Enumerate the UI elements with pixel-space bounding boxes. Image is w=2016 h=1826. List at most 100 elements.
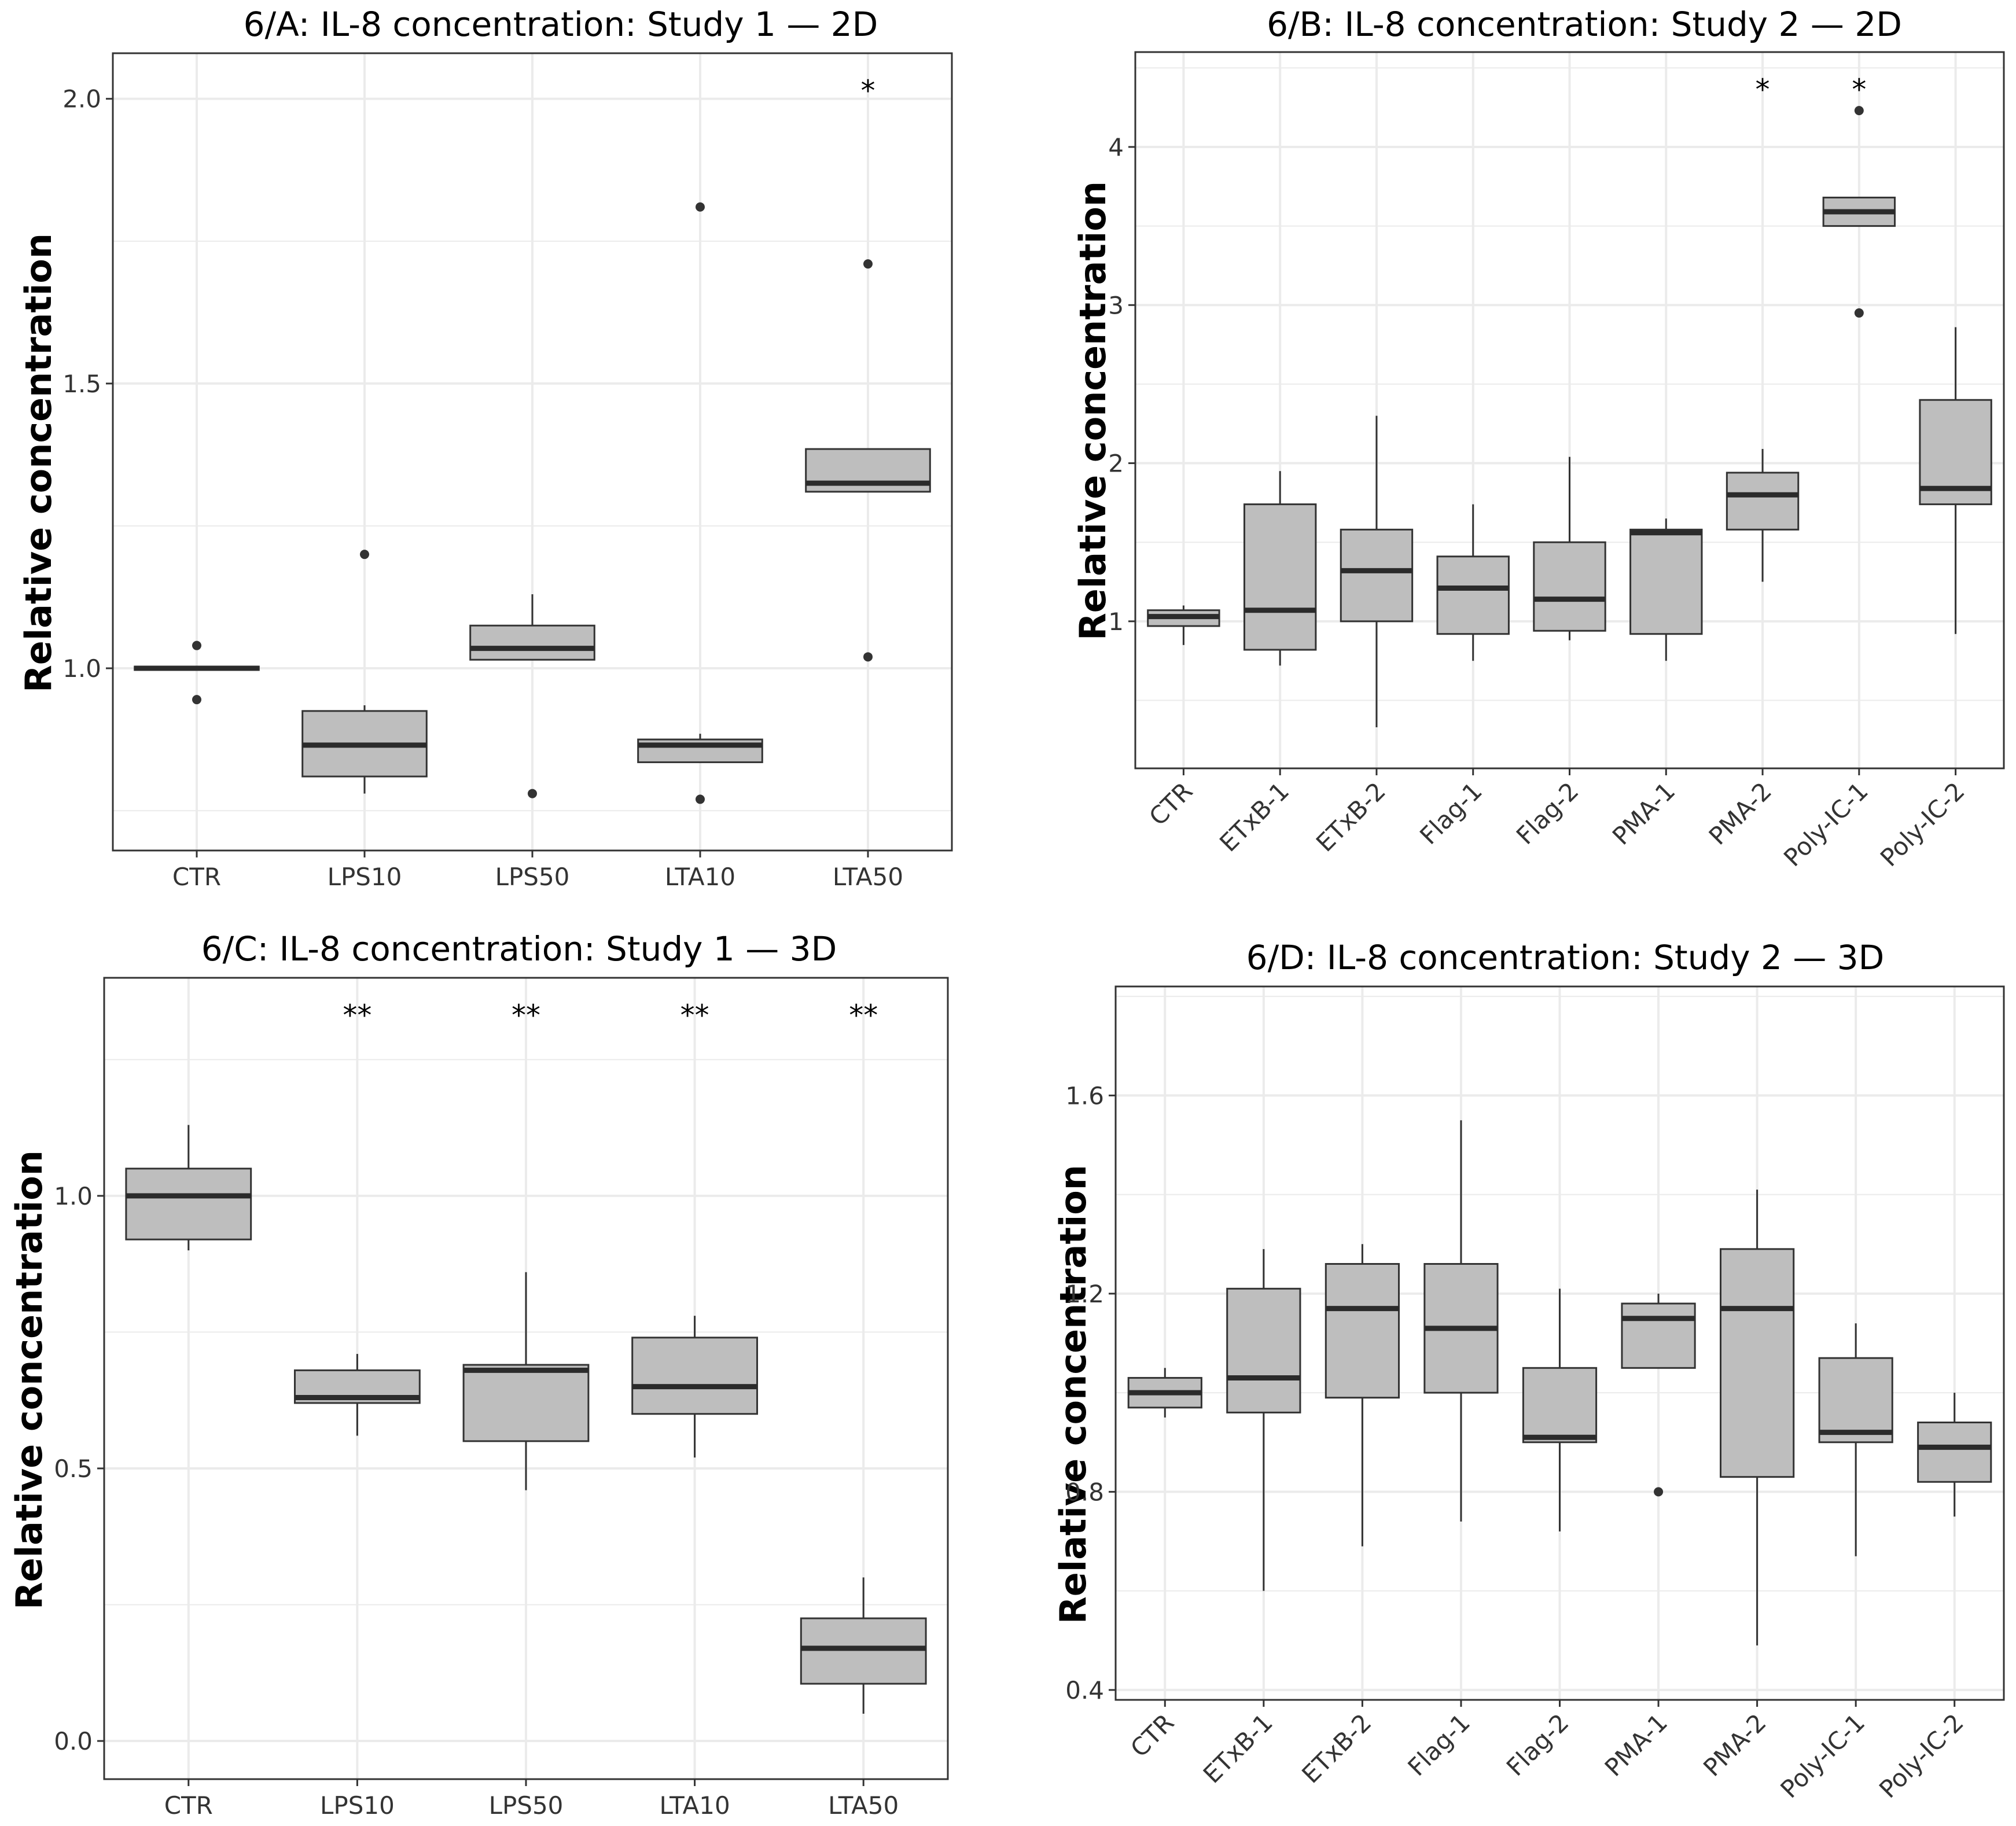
box-iqr (1325, 1263, 1400, 1399)
panel-6b-xtick-label: Flag-1 (1414, 776, 1488, 850)
outlier-point (1654, 1487, 1664, 1497)
panel-6c-xtick-label: LPS10 (320, 1791, 395, 1820)
panel-6d: 6/D: IL-8 concentration: Study 2 — 3D Re… (1052, 938, 2005, 1803)
outlier-point (863, 652, 873, 662)
panel-6d-ytick-label: 1.6 (1065, 1081, 1104, 1110)
panel-6a-xtick-label: LTA10 (665, 863, 735, 891)
panel-6c-significance-marker: ** (849, 999, 878, 1032)
panel-6c-xtick-label: LTA10 (660, 1791, 730, 1820)
panel-6b-grid (1135, 52, 2004, 768)
panel-6b-y-axis-label: Relative concentration (1072, 181, 1114, 640)
panel-6a-xtick-label: LPS10 (328, 863, 402, 891)
panel-6c-box-lps50 (462, 1272, 590, 1490)
panel-6b-significance-marker: * (1756, 73, 1770, 106)
panel-6d-xtick-label: ETxB-1 (1198, 1708, 1278, 1788)
panel-6d-xtick-label: ETxB-2 (1296, 1708, 1377, 1788)
box-iqr (631, 1337, 758, 1415)
panel-6d-xtick-label: CTR (1125, 1708, 1179, 1762)
panel-6c-box-ctr (125, 1125, 252, 1251)
panel-6a-ytick-label: 2.0 (62, 85, 101, 113)
panel-6d-ytick-label: 0.4 (1065, 1676, 1104, 1704)
outlier-point (192, 640, 201, 650)
panel-6b: 6/B: IL-8 concentration: Study 2 — 2D Re… (1072, 5, 2005, 872)
panel-6d-box-poly-ic-1 (1818, 1323, 1893, 1556)
box-iqr (462, 1364, 590, 1442)
panel-6d-xtick-label: PMA-1 (1599, 1708, 1673, 1781)
outlier-point (696, 202, 705, 212)
panel-6a-significance-marker: * (861, 74, 875, 108)
box-iqr (1726, 472, 1800, 531)
panel-6c-box-lta50 (800, 1577, 927, 1714)
panel-6a-ytick-label: 1.0 (62, 654, 101, 683)
panel-6d-box-flag-1 (1423, 1120, 1499, 1522)
panel-6b-box-flag-2 (1533, 456, 1606, 640)
panel-6a-xtick-label: LTA50 (833, 863, 903, 891)
panel-6a-y-axis-label: Relative concentration (17, 233, 60, 693)
panel-6b-box-poly-ic-2 (1919, 327, 1992, 634)
box-iqr (1818, 1357, 1893, 1444)
outlier-point (360, 550, 369, 559)
outlier-point (528, 789, 537, 798)
panel-6b-box-pma-1 (1629, 518, 1703, 661)
panel-6c-significance-marker: ** (512, 999, 540, 1032)
panel-6b-xtick-label: Flag-2 (1511, 776, 1584, 850)
panel-6b-xtick-label: PMA-2 (1704, 776, 1777, 850)
panel-6b-title: 6/B: IL-8 concentration: Study 2 — 2D (1267, 5, 1902, 44)
panel-6c-significance-marker: ** (680, 999, 709, 1032)
panel-6d-title: 6/D: IL-8 concentration: Study 2 — 3D (1246, 938, 1885, 977)
panel-6b-box-ctr (1147, 605, 1220, 645)
panel-6b-xtick-label: Poly-IC-1 (1778, 776, 1874, 872)
panel-6c-xtick-label: LTA50 (828, 1791, 899, 1820)
panel-6c-xtick-label: CTR (164, 1791, 213, 1820)
panel-6a-box-lta50 (805, 259, 931, 662)
box-iqr (800, 1617, 927, 1685)
panel-6c-xtick-label: LPS50 (489, 1791, 564, 1820)
panel-6c-ytick-label: 0.5 (54, 1455, 93, 1483)
panel-6a-box-lps50 (469, 594, 595, 798)
panel-6b-box-etxb-1 (1243, 471, 1317, 666)
panel-6a-box-lps10 (301, 550, 428, 794)
panel-6d-xtick-label: PMA-2 (1698, 1708, 1771, 1781)
panel-6d-xtick-label: Poly-IC-2 (1874, 1708, 1969, 1803)
panel-6b-box-etxb-2 (1340, 415, 1414, 727)
panel-6b-xtick-label: ETxB-2 (1311, 776, 1391, 857)
panel-6b-ytick-label: 2 (1108, 450, 1124, 478)
box-iqr (469, 624, 595, 661)
panel-6d-box-ctr (1127, 1368, 1202, 1418)
outlier-point (1854, 308, 1864, 318)
box-iqr (1243, 503, 1317, 651)
panel-6c-significance-marker: ** (343, 999, 371, 1032)
panel-6d-box-poly-ic-2 (1917, 1393, 1992, 1517)
box-iqr (1629, 528, 1703, 635)
box-iqr (1621, 1302, 1696, 1369)
panel-6c-y-axis-label: Relative concentration (8, 1150, 50, 1610)
panel-6d-box-etxb-2 (1325, 1244, 1400, 1547)
panel-6c-title: 6/C: IL-8 concentration: Study 1 — 3D (201, 929, 837, 969)
panel-6d-ytick-label: 0.8 (1065, 1478, 1104, 1506)
panel-6d-xtick-label: Poly-IC-1 (1775, 1708, 1870, 1803)
box-iqr (1436, 555, 1510, 635)
panel-6b-xtick-label: ETxB-1 (1214, 776, 1294, 857)
panel-6b-significance-marker: * (1852, 73, 1866, 106)
outlier-point (192, 695, 201, 705)
panel-6d-box-pma-1 (1621, 1293, 1696, 1497)
box-iqr (1533, 541, 1606, 632)
panel-6c: 6/C: IL-8 concentration: Study 1 — 3D Re… (8, 929, 949, 1820)
panel-6c-box-lta10 (631, 1316, 758, 1458)
panel-6d-box-pma-2 (1720, 1190, 1795, 1645)
panel-6a-xtick-label: CTR (172, 863, 221, 891)
panel-6a-title: 6/A: IL-8 concentration: Study 1 — 2D (244, 5, 878, 44)
panel-6b-ytick-label: 4 (1108, 133, 1124, 161)
panel-6a: 6/A: IL-8 concentration: Study 1 — 2D Re… (17, 5, 953, 891)
panel-6b-xtick-label: PMA-1 (1607, 776, 1680, 850)
box-iqr (1917, 1422, 1992, 1483)
panel-6b-xtick-label: CTR (1143, 776, 1198, 831)
panel-6b-xtick-label: Poly-IC-2 (1875, 776, 1970, 872)
outlier-point (696, 794, 705, 804)
panel-6b-box-pma-2 (1726, 448, 1800, 582)
panel-6c-ytick-label: 1.0 (54, 1182, 93, 1210)
panel-6a-ytick-label: 1.5 (62, 370, 101, 398)
panel-6b-ytick-label: 3 (1108, 291, 1124, 319)
panel-6b-box-poly-ic-1 (1822, 106, 1896, 318)
